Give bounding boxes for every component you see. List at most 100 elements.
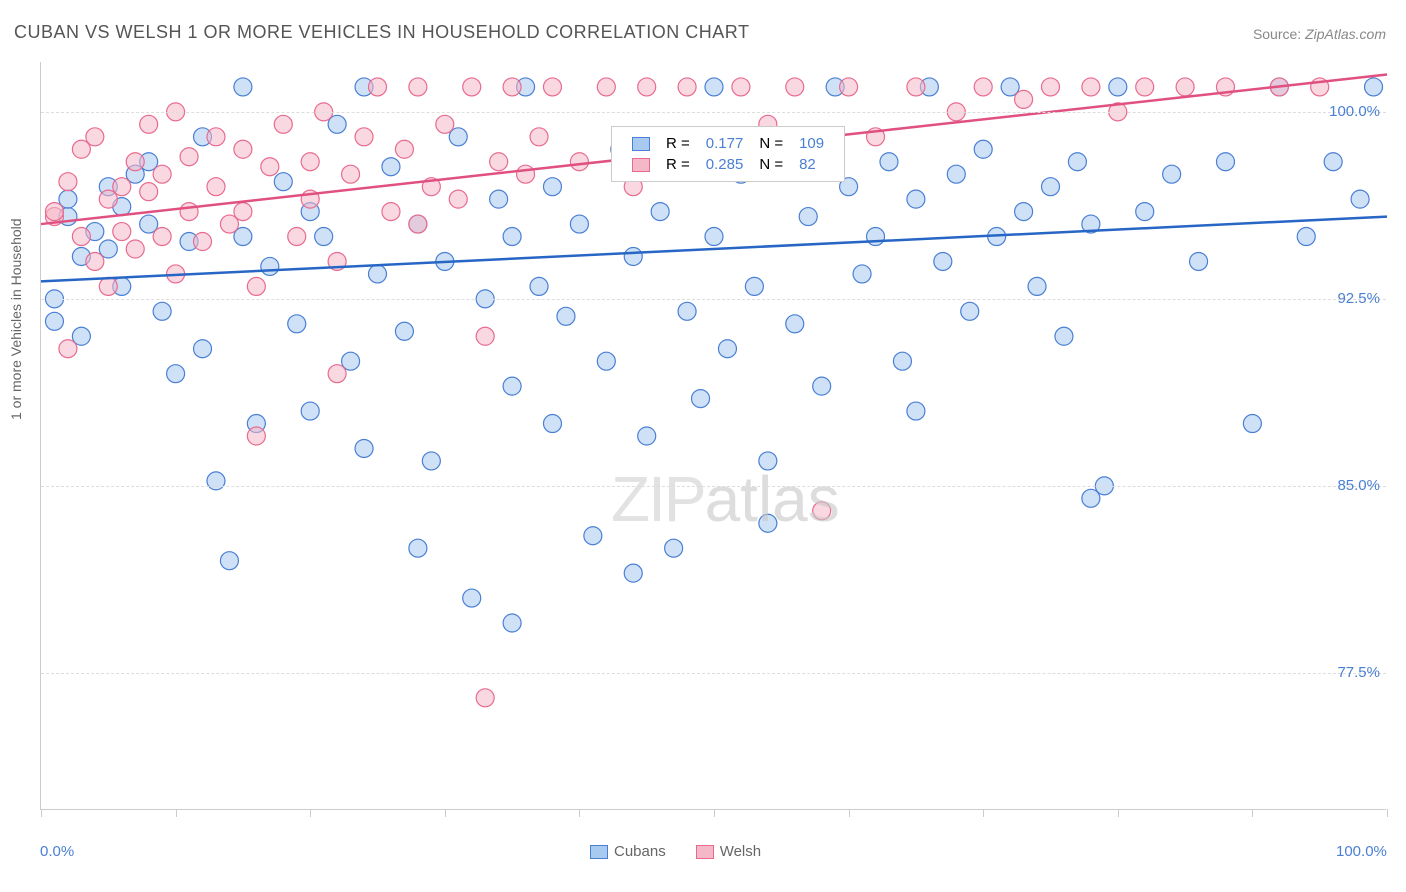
r-value: 0.285 — [698, 154, 752, 175]
data-point — [517, 165, 535, 183]
data-point — [274, 173, 292, 191]
data-point — [638, 78, 656, 96]
data-point — [369, 265, 387, 283]
data-point — [72, 228, 90, 246]
data-point — [395, 140, 413, 158]
data-point — [1015, 203, 1033, 221]
data-point — [261, 257, 279, 275]
x-tick — [1118, 809, 1119, 817]
data-point — [1109, 78, 1127, 96]
data-point — [624, 564, 642, 582]
data-point — [328, 365, 346, 383]
data-point — [207, 178, 225, 196]
data-point — [759, 514, 777, 532]
data-point — [274, 115, 292, 133]
legend-item: Cubans — [590, 843, 666, 860]
data-point — [1351, 190, 1369, 208]
data-point — [1243, 415, 1261, 433]
data-point — [557, 307, 575, 325]
gridline — [41, 112, 1386, 113]
data-point — [893, 352, 911, 370]
data-point — [867, 228, 885, 246]
data-point — [974, 140, 992, 158]
data-point — [934, 252, 952, 270]
data-point — [355, 439, 373, 457]
data-point — [126, 153, 144, 171]
x-tick — [1387, 809, 1388, 817]
r-label: R = — [658, 133, 698, 154]
data-point — [207, 128, 225, 146]
data-point — [113, 178, 131, 196]
data-point — [301, 153, 319, 171]
data-point — [194, 340, 212, 358]
data-point — [45, 203, 63, 221]
data-point — [99, 277, 117, 295]
data-point — [59, 173, 77, 191]
x-tick — [176, 809, 177, 817]
x-tick — [445, 809, 446, 817]
data-point — [678, 78, 696, 96]
data-point — [786, 78, 804, 96]
data-point — [543, 78, 561, 96]
data-point — [382, 158, 400, 176]
data-point — [813, 377, 831, 395]
data-point — [651, 203, 669, 221]
data-point — [409, 215, 427, 233]
data-point — [1028, 277, 1046, 295]
legend-stats-table: R =0.177N =109R =0.285N =82 — [624, 133, 832, 175]
data-point — [1015, 90, 1033, 108]
data-point — [1136, 203, 1154, 221]
data-point — [422, 452, 440, 470]
data-point — [732, 78, 750, 96]
data-point — [153, 302, 171, 320]
data-point — [247, 277, 265, 295]
data-point — [449, 190, 467, 208]
data-point — [315, 228, 333, 246]
gridline — [41, 299, 1386, 300]
data-point — [1042, 178, 1060, 196]
data-point — [261, 158, 279, 176]
data-point — [597, 352, 615, 370]
data-point — [1136, 78, 1154, 96]
data-point — [301, 402, 319, 420]
data-point — [907, 402, 925, 420]
x-tick-label: 0.0% — [40, 843, 74, 860]
data-point — [1068, 153, 1086, 171]
data-point — [705, 228, 723, 246]
data-point — [718, 340, 736, 358]
r-label: R = — [658, 154, 698, 175]
y-axis-label: 1 or more Vehicles in Household — [8, 218, 24, 420]
x-tick — [310, 809, 311, 817]
data-point — [503, 377, 521, 395]
data-point — [840, 78, 858, 96]
legend-stat-row: R =0.285N =82 — [624, 154, 832, 175]
legend-stat-row: R =0.177N =109 — [624, 133, 832, 154]
chart-title: CUBAN VS WELSH 1 OR MORE VEHICLES IN HOU… — [14, 22, 749, 43]
data-point — [1082, 78, 1100, 96]
y-tick-label: 92.5% — [1337, 290, 1380, 307]
data-point — [409, 539, 427, 557]
data-point — [907, 190, 925, 208]
data-point — [705, 78, 723, 96]
data-point — [395, 322, 413, 340]
data-point — [180, 148, 198, 166]
y-tick-label: 85.0% — [1337, 477, 1380, 494]
data-point — [678, 302, 696, 320]
data-point — [234, 78, 252, 96]
data-point — [126, 240, 144, 258]
data-point — [1324, 153, 1342, 171]
data-point — [530, 128, 548, 146]
data-point — [140, 183, 158, 201]
data-point — [1297, 228, 1315, 246]
x-tick — [983, 809, 984, 817]
data-point — [86, 128, 104, 146]
data-point — [476, 689, 494, 707]
data-point — [947, 165, 965, 183]
data-point — [638, 427, 656, 445]
data-point — [490, 190, 508, 208]
data-point — [961, 302, 979, 320]
n-value: 82 — [791, 154, 832, 175]
correlation-chart: CUBAN VS WELSH 1 OR MORE VEHICLES IN HOU… — [0, 0, 1406, 892]
data-point — [570, 153, 588, 171]
data-point — [234, 203, 252, 221]
